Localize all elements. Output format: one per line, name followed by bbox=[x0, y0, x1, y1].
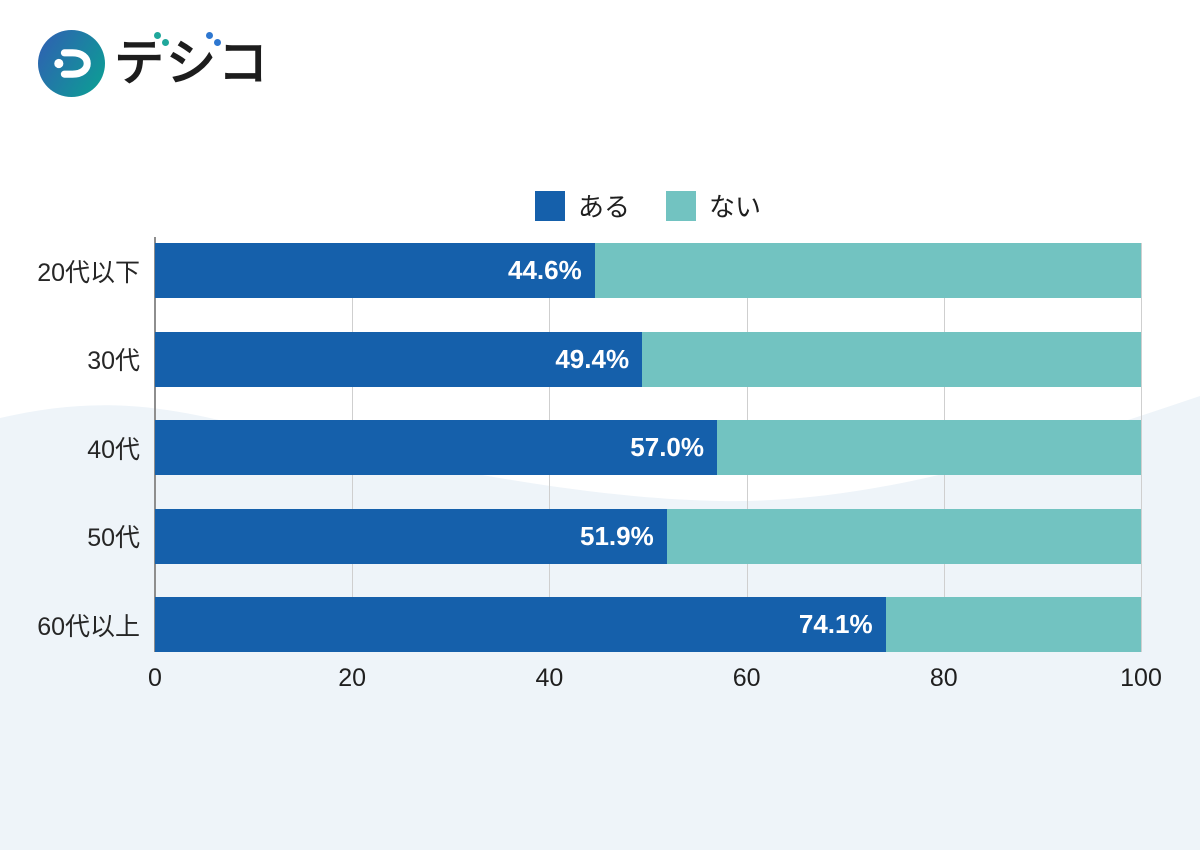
logo-char-de: テ bbox=[114, 30, 169, 97]
bar-row-30代: 30代 49.4% bbox=[87, 331, 1141, 387]
digico-logo: テ シ コ bbox=[38, 30, 270, 97]
bar-segment-nai bbox=[594, 243, 1141, 298]
bar-row-40代: 40代 57.0% bbox=[87, 420, 1141, 475]
logo-char-ji: シ bbox=[166, 30, 221, 97]
bar-value-label: 44.6% bbox=[508, 255, 582, 285]
legend-swatch-nai bbox=[666, 190, 696, 221]
legend-item-aru: ある bbox=[534, 187, 630, 224]
x-tick-label-0: 0 bbox=[148, 664, 162, 692]
bar-segment-nai bbox=[717, 420, 1141, 475]
bar-value-label: 49.4% bbox=[555, 343, 630, 374]
x-tick-label-100: 100 bbox=[1120, 664, 1162, 692]
legend-swatch-aru bbox=[534, 190, 565, 221]
legend-label-aru: ある bbox=[577, 192, 630, 222]
x-tick-label-60: 60 bbox=[732, 664, 761, 692]
bar-value-label: 51.9% bbox=[579, 520, 654, 551]
bar-segment-aru: 57.0% bbox=[155, 420, 718, 475]
category-label: 20代以下 bbox=[37, 258, 140, 287]
x-axis-ticks: 0 20 40 60 80 100 bbox=[148, 664, 1162, 694]
bar-value-label: 57.0% bbox=[630, 432, 705, 462]
logo-char-ko: コ bbox=[218, 35, 270, 91]
x-tick-label-40: 40 bbox=[535, 664, 564, 692]
bar-rows: 20代以下 44.6% 30代 49.4% 40代 57.0% 50代 51.9% 60代以上 7… bbox=[37, 243, 1141, 652]
x-tick-label-20: 20 bbox=[338, 664, 367, 692]
bar-segment-nai bbox=[642, 331, 1141, 387]
category-label: 40代 bbox=[87, 435, 140, 464]
digico-logo-text: テ シ コ bbox=[114, 30, 270, 97]
bar-chart: 20代以下 44.6% 30代 49.4% 40代 57.0% 50代 51.9% 60代以上 7… bbox=[37, 237, 1162, 692]
bar-row-60代以上: 60代以上 74.1% bbox=[37, 597, 1141, 652]
bar-segment-aru: 74.1% bbox=[155, 597, 886, 652]
bar-value-label: 74.1% bbox=[798, 609, 873, 639]
gridline-100 bbox=[1141, 243, 1142, 652]
legend-label-nai: ない bbox=[709, 192, 762, 222]
bar-segment-nai bbox=[885, 597, 1141, 652]
digico-logo-icon bbox=[38, 30, 105, 97]
x-tick-label-80: 80 bbox=[929, 664, 958, 692]
chart-legend: ある ない bbox=[155, 187, 1141, 224]
dakuten-dots-teal bbox=[154, 32, 170, 48]
dakuten-dots-blue bbox=[206, 32, 222, 48]
bar-segment-nai bbox=[666, 508, 1141, 564]
bar-segment-aru: 49.4% bbox=[155, 331, 643, 387]
category-label: 30代 bbox=[87, 347, 140, 375]
category-label: 50代 bbox=[87, 524, 140, 552]
legend-item-nai: ない bbox=[666, 187, 761, 224]
category-label: 60代以上 bbox=[37, 612, 140, 641]
bar-segment-aru: 44.6% bbox=[155, 243, 595, 298]
bar-segment-aru: 51.9% bbox=[155, 508, 667, 564]
bar-row-20代以下: 20代以下 44.6% bbox=[37, 243, 1141, 298]
bar-row-50代: 50代 51.9% bbox=[87, 508, 1141, 564]
